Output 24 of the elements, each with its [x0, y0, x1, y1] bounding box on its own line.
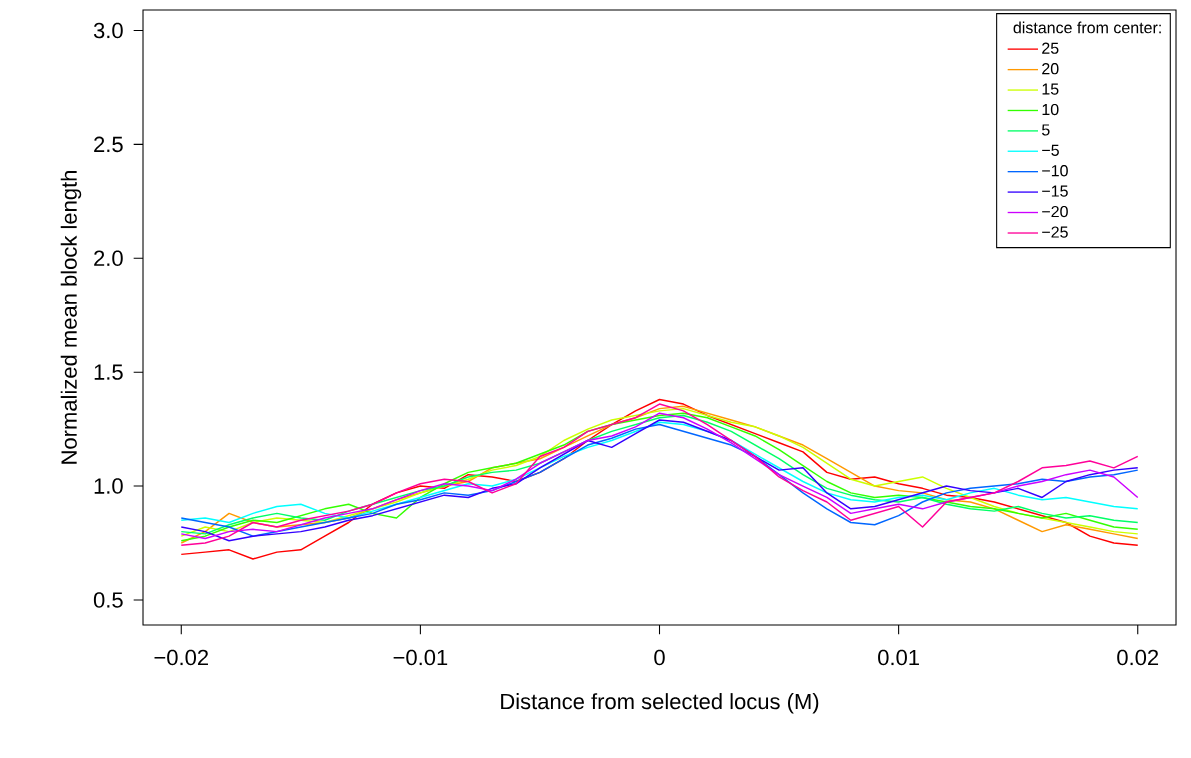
legend-label: −5 [1042, 144, 1059, 156]
y-tick-label: 3.0 [93, 22, 123, 39]
y-tick-label: 1.5 [94, 364, 123, 380]
y-tick-label: 1.0 [94, 478, 123, 494]
x-axis-title: Distance from selected locus (M) [501, 693, 819, 714]
y-tick-label: 0.5 [93, 592, 123, 608]
x-tick-label: −0.01 [393, 649, 448, 666]
x-tick-label: −0.02 [154, 649, 208, 666]
x-tick-label: 0.01 [878, 649, 919, 666]
legend-label: 15 [1042, 83, 1059, 95]
legend-label: 20 [1042, 63, 1059, 75]
legend-label: 10 [1042, 103, 1059, 116]
x-tick-label: 0.02 [1117, 649, 1159, 666]
legend-title: distance from center: [1013, 21, 1161, 34]
y-tick-label: 2.0 [94, 250, 123, 267]
y-axis-title: Normalized mean block length [60, 171, 82, 464]
x-tick-label: 0 [654, 649, 665, 666]
legend-label: 25 [1042, 42, 1059, 54]
legend-label: −25 [1042, 226, 1068, 238]
legend-label: 5 [1042, 124, 1050, 136]
legend-label: −15 [1042, 185, 1068, 197]
legend-label: −10 [1042, 165, 1068, 177]
legend-label: −20 [1042, 205, 1068, 218]
y-tick-label: 2.5 [94, 136, 123, 153]
